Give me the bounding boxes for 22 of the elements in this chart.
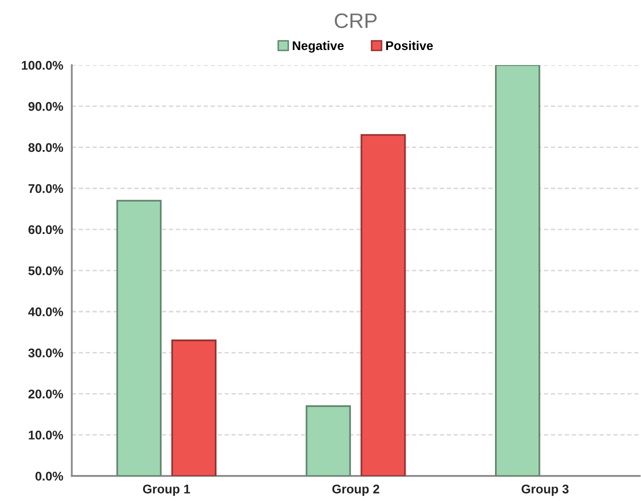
- y-tick-label: 70.0%: [28, 184, 64, 194]
- y-tick-label: 30.0%: [28, 348, 64, 358]
- y-tick-label: 60.0%: [28, 225, 64, 234]
- y-tick-label: 0.0%: [35, 472, 64, 481]
- legend-label: Negative: [292, 40, 344, 53]
- chart-title: CRP: [334, 13, 377, 28]
- bar: [360, 134, 406, 476]
- bar: [495, 65, 540, 476]
- x-tick-label: Group 1: [143, 484, 190, 496]
- x-tick-label: Group 2: [332, 484, 380, 496]
- y-tick-label: 100.0%: [22, 60, 64, 70]
- y-tick-label: 40.0%: [28, 307, 64, 316]
- y-tick-label: 50.0%: [28, 266, 64, 276]
- y-tick-label: 90.0%: [28, 102, 64, 111]
- bar: [306, 405, 351, 476]
- bar: [116, 200, 162, 476]
- y-tick-label: 10.0%: [28, 430, 64, 440]
- y-tick-label: 80.0%: [28, 143, 64, 152]
- legend-label: Positive: [386, 40, 433, 50]
- y-tick-label: 20.0%: [28, 390, 64, 398]
- x-tick-label: Group 3: [522, 484, 569, 496]
- bar: [171, 340, 216, 476]
